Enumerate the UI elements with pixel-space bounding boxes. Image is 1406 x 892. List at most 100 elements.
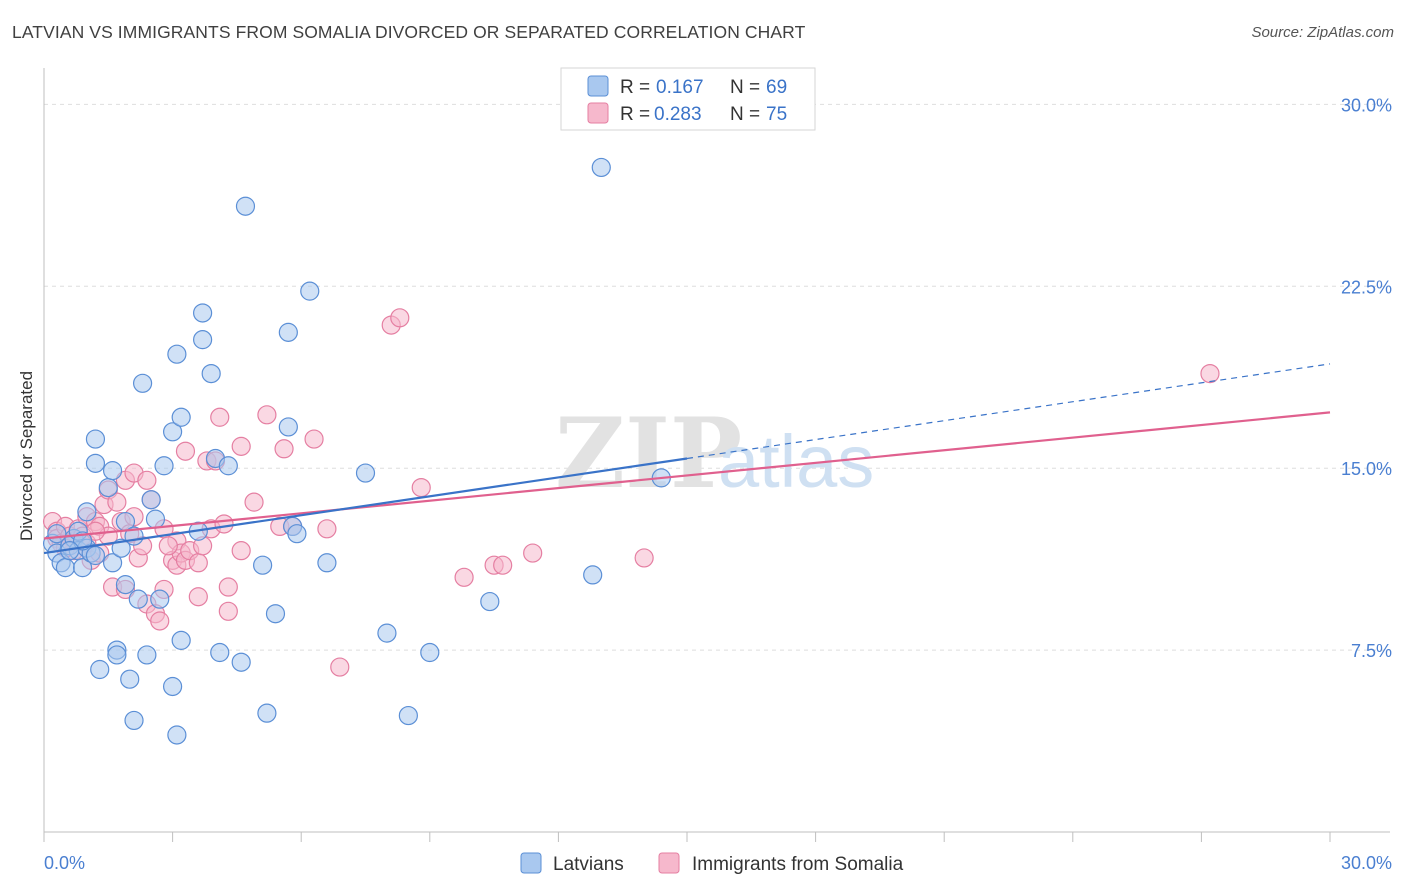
somalia-point-60 [304,429,324,449]
source-label: Source: ZipAtlas.com [1251,24,1394,41]
legend-r-label-somalia: R = [620,104,650,125]
watermark-zip: ZIP [555,397,742,510]
somalia-point-71 [1200,364,1220,384]
x-tick-label-0: 0.0% [44,853,85,873]
latvians-point-35 [154,456,174,476]
latvians-point-33 [145,509,166,529]
legend-swatch-somalia [587,102,609,124]
somalia-point-51 [218,601,238,621]
latvians-point-64 [480,591,500,612]
legend-r-value-somalia: 0.283 [654,104,702,125]
somalia-point-74 [158,536,178,556]
latvians-point-44 [193,330,213,350]
somalia-point-54 [231,436,251,456]
latvians-point-41 [171,407,191,427]
legend-n-value-latvians: 69 [766,77,787,98]
somalia-point-66 [454,567,474,587]
somalia-point-53 [231,541,251,561]
latvians-point-19 [102,461,123,481]
latvians-point-59 [317,553,337,573]
latvians-point-39 [167,344,187,364]
y-tick-labels: 7.5% 15.0% 22.5% 30.0% [1341,95,1392,661]
y-tick-label-3: 30.0% [1341,95,1392,115]
somalia-point-44 [188,553,208,573]
watermark: ZIP atlas [555,397,874,510]
trend-line-somalia [43,411,1331,540]
somalia-point-20 [107,492,127,512]
latvians-point-43 [193,303,213,323]
latvians-point-8 [72,558,93,578]
somalia-point-58 [274,439,294,459]
latvians-point-45 [201,364,221,384]
latvians-point-4 [55,558,76,578]
somalia-point-62 [330,657,350,677]
latvians-point-49 [231,652,251,672]
latvians-point-34 [150,589,170,609]
somalia-point-33 [150,611,170,631]
bottom-legend-swatch-latvians [520,852,542,874]
latvians-point-29 [128,589,148,609]
somalia-point-65 [411,477,431,498]
legend-n-label-somalia: N = [730,104,760,125]
latvians-point-28 [124,710,144,731]
latvians-point-13 [77,502,97,522]
latvians-point-20 [102,553,123,573]
latvians-point-18 [98,477,118,498]
legend-r-label-latvians: R = [620,77,650,98]
bottom-legend-somalia: Immigrants from Somalia [692,854,904,875]
latvians-point-65 [583,565,603,585]
y-tick-label-0: 7.5% [1351,641,1392,661]
latvians-point-58 [300,281,320,301]
latvians-point-47 [210,642,230,663]
latvians-point-26 [120,669,140,689]
latvians-point-40 [171,630,191,650]
legend-n-label-latvians: N = [730,77,760,98]
legend-swatch-latvians [587,75,609,97]
bottom-legend: Latvians Immigrants from Somalia [520,852,904,875]
latvians-point-63 [420,642,440,663]
somalia-point-55 [244,492,264,512]
latvians-point-60 [355,463,376,483]
x-ticks [43,832,1331,842]
gridlines [44,103,1390,651]
latvians-point-31 [137,645,157,665]
legend-r-value-latvians: 0.167 [656,77,704,98]
latvians-point-22 [107,645,127,665]
somalia-point-29 [137,470,157,490]
latvians-point-17 [90,659,110,680]
watermark-atlas: atlas [718,420,874,503]
latvians-point-12 [72,531,93,551]
latvians-point-52 [257,703,277,723]
latvians-point-38 [167,725,187,745]
latvians-point-66 [591,157,611,178]
latvians-point-50 [235,196,256,216]
latvians-point-37 [163,422,183,442]
latvians-point-51 [253,555,273,575]
latvians-point-53 [265,604,286,624]
axes [43,68,1390,833]
trend-line-latvians-extension [686,363,1331,460]
latvians-point-14 [85,545,106,566]
somalia-point-69 [523,543,543,563]
trend-lines [43,363,1331,555]
latvians-point-48 [218,456,238,476]
latvians-point-16 [85,453,106,473]
somalia-point-49 [210,407,230,427]
latvians-point-62 [398,705,418,726]
latvians-point-23 [111,538,131,558]
latvians-point-61 [377,623,397,643]
chart-title: LATVIAN VS IMMIGRANTS FROM SOMALIA DIVOR… [12,22,806,42]
y-axis-title: Divorced or Separated [17,371,36,541]
somalia-point-50 [214,514,234,534]
somalia-point-70 [634,548,654,568]
latvians-point-36 [163,676,183,697]
bottom-legend-swatch-somalia [658,852,680,874]
latvians-point-57 [287,524,307,544]
latvians-point-54 [278,322,298,342]
latvians-point-32 [141,490,161,510]
legend-n-value-somalia: 75 [766,104,787,125]
x-tick-label-30: 30.0% [1341,853,1392,873]
y-tick-label-2: 22.5% [1341,277,1392,297]
legend: R = 0.167 N = 69 R = 0.283 N = 75 [560,67,816,131]
latvians-point-30 [132,373,153,393]
